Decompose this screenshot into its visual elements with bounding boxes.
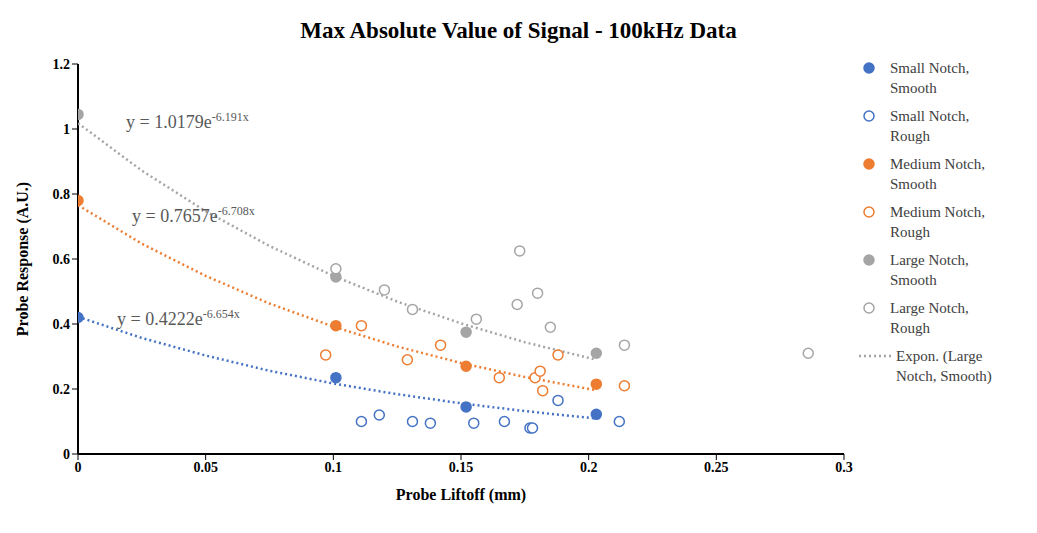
svg-text:0.2: 0.2 xyxy=(53,382,71,397)
html-text:Medium Notch, Rough: Medium Notch, Rough xyxy=(890,204,985,240)
html-text:Max Absolute Value of Signal -: Max Absolute Value of Signal - 100kHz Da… xyxy=(300,18,737,43)
svg-text:1.2: 1.2 xyxy=(53,57,71,72)
svg-text:0.25: 0.25 xyxy=(704,460,729,475)
svg-text:0.3: 0.3 xyxy=(835,460,853,475)
svg-text:0.15: 0.15 xyxy=(449,460,474,475)
html-text:Large Notch, Rough: Large Notch, Rough xyxy=(890,300,969,336)
svg-text:0: 0 xyxy=(75,460,82,475)
html-text:Expon. (Large Notch, Smooth): Expon. (Large Notch, Smooth) xyxy=(896,348,992,384)
svg-text:0.05: 0.05 xyxy=(193,460,218,475)
svg-text:0.6: 0.6 xyxy=(53,252,71,267)
html-text:Small Notch, Rough: Small Notch, Rough xyxy=(890,108,970,144)
svg-text:0.2: 0.2 xyxy=(580,460,598,475)
svg-text:0: 0 xyxy=(63,447,70,462)
svg-text:1: 1 xyxy=(63,122,70,137)
html-text:Large Notch, Smooth: Large Notch, Smooth xyxy=(890,252,969,288)
html-text:Medium Notch, Smooth: Medium Notch, Smooth xyxy=(890,156,985,192)
svg-text:0.8: 0.8 xyxy=(53,187,71,202)
svg-text:Probe Response (A.U.): Probe Response (A.U.) xyxy=(14,182,32,336)
svg-text:0.1: 0.1 xyxy=(325,460,343,475)
svg-text:y = 0.4222e-6.654x: y = 0.4222e-6.654x xyxy=(117,307,240,329)
svg-text:y = 0.7657e-6.708x: y = 0.7657e-6.708x xyxy=(132,204,255,226)
html-text:Small Notch, Smooth: Small Notch, Smooth xyxy=(890,60,970,96)
svg-text:0.4: 0.4 xyxy=(53,317,71,332)
svg-text:y = 1.0179e-6.191x: y = 1.0179e-6.191x xyxy=(126,110,249,132)
svg-text:Probe Liftoff (mm): Probe Liftoff (mm) xyxy=(396,486,526,504)
